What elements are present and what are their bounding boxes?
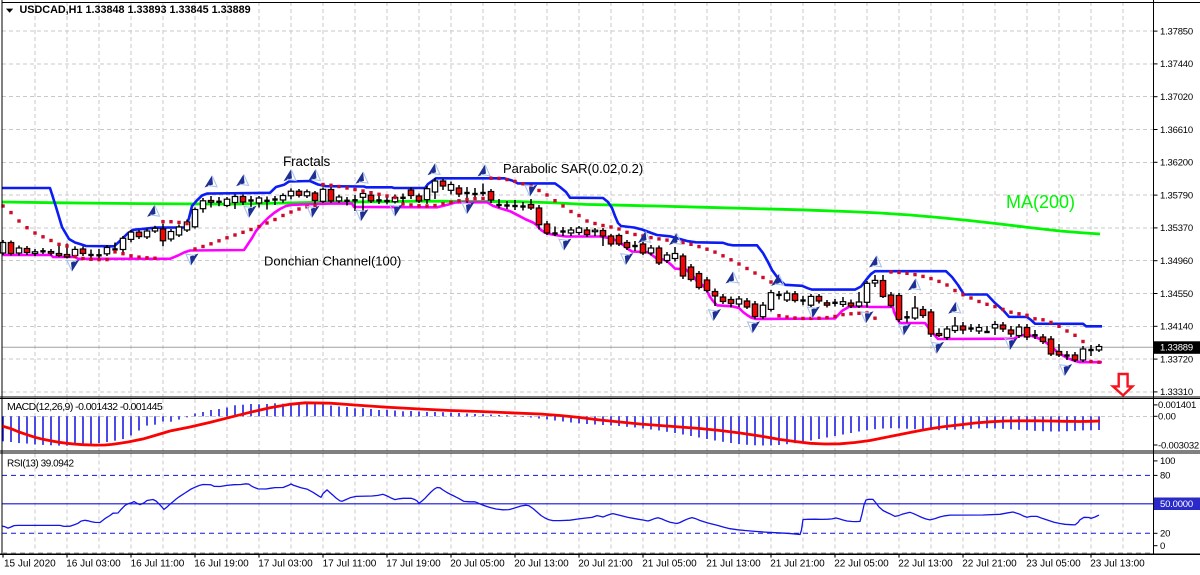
svg-text:1.33310: 1.33310 bbox=[1160, 387, 1193, 398]
svg-text:0: 0 bbox=[1160, 541, 1165, 552]
svg-text:20 Jul 13:00: 20 Jul 13:00 bbox=[514, 558, 569, 569]
svg-text:22 Jul 13:00: 22 Jul 13:00 bbox=[898, 558, 953, 569]
svg-text:MACD(12,26,9) -0.001432 -0.001: MACD(12,26,9) -0.001432 -0.001445 bbox=[7, 401, 163, 413]
svg-text:16 Jul 19:00: 16 Jul 19:00 bbox=[194, 558, 249, 569]
svg-text:1.33889: 1.33889 bbox=[1160, 343, 1193, 354]
svg-text:21 Jul 13:00: 21 Jul 13:00 bbox=[706, 558, 761, 569]
svg-text:22 Jul 05:00: 22 Jul 05:00 bbox=[834, 558, 889, 569]
svg-text:Donchian Channel(100): Donchian Channel(100) bbox=[264, 254, 401, 269]
svg-text:1.36610: 1.36610 bbox=[1160, 125, 1193, 136]
svg-text:1.36200: 1.36200 bbox=[1160, 158, 1193, 169]
svg-text:80: 80 bbox=[1160, 471, 1170, 482]
svg-text:0.00: 0.00 bbox=[1158, 412, 1176, 423]
svg-text:0.001401: 0.001401 bbox=[1158, 400, 1196, 411]
svg-text:-0.003032: -0.003032 bbox=[1158, 440, 1199, 451]
svg-text:1.37020: 1.37020 bbox=[1160, 92, 1193, 103]
svg-text:20 Jul 05:00: 20 Jul 05:00 bbox=[450, 558, 505, 569]
svg-text:17 Jul 11:00: 17 Jul 11:00 bbox=[323, 558, 377, 569]
svg-text:20: 20 bbox=[1160, 529, 1170, 540]
svg-text:21 Jul 21:00: 21 Jul 21:00 bbox=[770, 558, 825, 569]
svg-text:Fractals: Fractals bbox=[283, 154, 331, 169]
svg-text:Parabolic SAR(0.02,0.2): Parabolic SAR(0.02,0.2) bbox=[503, 161, 643, 176]
svg-text:1.35790: 1.35790 bbox=[1160, 190, 1193, 201]
svg-text:1.34960: 1.34960 bbox=[1160, 256, 1193, 267]
svg-text:20 Jul 21:00: 20 Jul 21:00 bbox=[578, 558, 633, 569]
svg-text:1.34550: 1.34550 bbox=[1160, 289, 1193, 300]
svg-text:16 Jul 11:00: 16 Jul 11:00 bbox=[131, 558, 185, 569]
svg-text:MA(200): MA(200) bbox=[1006, 192, 1075, 212]
svg-text:1.35370: 1.35370 bbox=[1160, 223, 1193, 234]
svg-text:21 Jul 05:00: 21 Jul 05:00 bbox=[642, 558, 697, 569]
svg-text:23 Jul 05:00: 23 Jul 05:00 bbox=[1026, 558, 1081, 569]
svg-text:1.33720: 1.33720 bbox=[1160, 354, 1193, 365]
svg-text:15 Jul 2020: 15 Jul 2020 bbox=[4, 558, 56, 569]
svg-text:1.37850: 1.37850 bbox=[1160, 26, 1193, 37]
svg-text:1.37440: 1.37440 bbox=[1160, 59, 1193, 70]
svg-text:22 Jul 21:00: 22 Jul 21:00 bbox=[962, 558, 1017, 569]
svg-text:USDCAD,H1 1.33848 1.33893 1.3: USDCAD,H1 1.33848 1.33893 1.33845 1.3388… bbox=[20, 4, 251, 16]
svg-text:50.0000: 50.0000 bbox=[1160, 499, 1193, 510]
svg-text:17 Jul 19:00: 17 Jul 19:00 bbox=[386, 558, 441, 569]
svg-text:100: 100 bbox=[1160, 456, 1175, 467]
svg-text:1.34140: 1.34140 bbox=[1160, 322, 1193, 333]
svg-text:16 Jul 03:00: 16 Jul 03:00 bbox=[66, 558, 121, 569]
svg-text:23 Jul 13:00: 23 Jul 13:00 bbox=[1090, 558, 1145, 569]
svg-text:RSI(13) 39.0942: RSI(13) 39.0942 bbox=[7, 458, 75, 469]
svg-text:17 Jul 03:00: 17 Jul 03:00 bbox=[258, 558, 313, 569]
